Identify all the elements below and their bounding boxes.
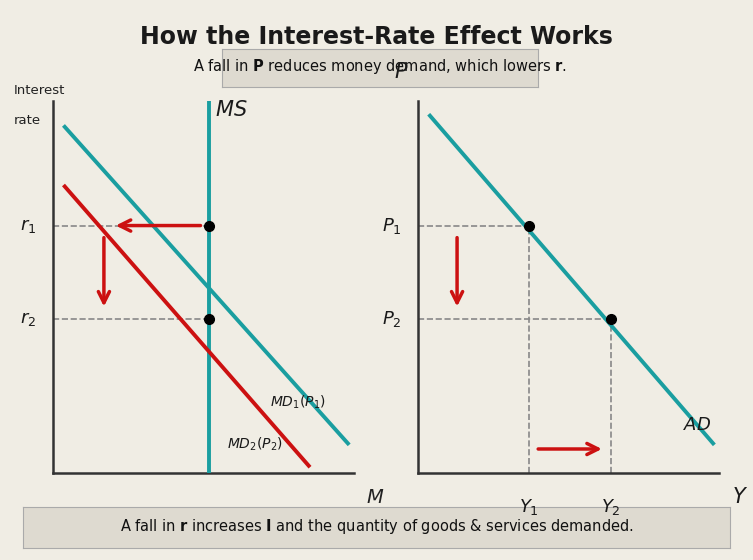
Text: A fall in $\mathbf{P}$ reduces money demand, which lowers $\mathbf{r}$.: A fall in $\mathbf{P}$ reduces money dem…	[194, 58, 567, 77]
Text: $MS$: $MS$	[215, 100, 248, 120]
Text: $Y_2$: $Y_2$	[601, 497, 620, 517]
Text: $r_1$: $r_1$	[20, 217, 36, 235]
Text: Interest: Interest	[14, 84, 65, 97]
Text: $P_2$: $P_2$	[382, 309, 401, 329]
Text: $M$: $M$	[366, 488, 384, 507]
Text: $P_1$: $P_1$	[382, 216, 401, 236]
Text: $MD_1(P_1)$: $MD_1(P_1)$	[270, 393, 325, 410]
Text: $Y$: $Y$	[732, 487, 748, 507]
Text: How the Interest-Rate Effect Works: How the Interest-Rate Effect Works	[140, 25, 613, 49]
Text: rate: rate	[14, 114, 41, 127]
Text: $P$: $P$	[394, 62, 409, 82]
Text: $MD_2(P_2)$: $MD_2(P_2)$	[227, 436, 283, 454]
Text: $Y_1$: $Y_1$	[520, 497, 539, 517]
Text: $r_2$: $r_2$	[20, 310, 36, 328]
Text: A fall in $\mathbf{r}$ increases $\mathbf{I}$ and the quantity of goods & servic: A fall in $\mathbf{r}$ increases $\mathb…	[120, 517, 633, 536]
Text: $AD$: $AD$	[683, 417, 712, 435]
